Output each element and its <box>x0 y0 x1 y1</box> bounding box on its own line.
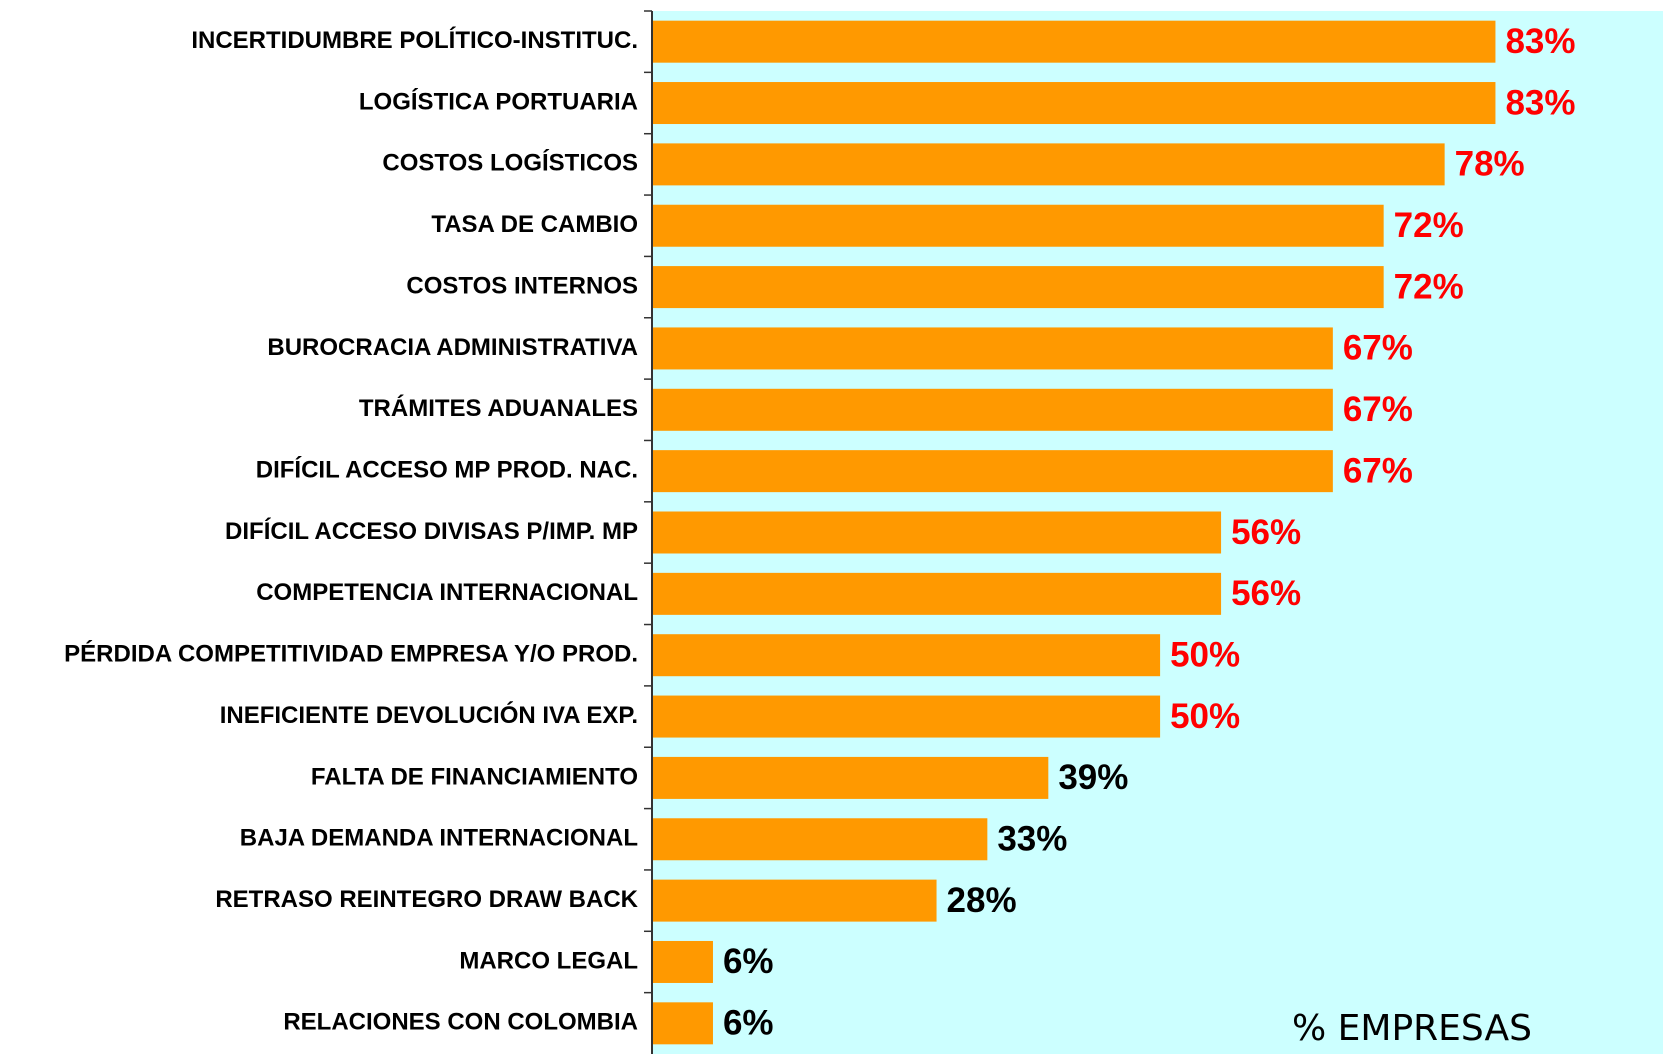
bar <box>652 450 1333 493</box>
bar <box>652 634 1161 677</box>
data-label: 50% <box>1170 635 1240 674</box>
bar <box>652 143 1445 186</box>
bar <box>652 204 1384 247</box>
y-tick-label: RETRASO REINTEGRO DRAW BACK <box>215 886 638 913</box>
y-tick-label: COMPETENCIA INTERNACIONAL <box>256 579 638 606</box>
y-tick-label: LOGÍSTICA PORTUARIA <box>359 87 638 115</box>
bar <box>652 818 988 861</box>
x-axis-label: % EMPRESAS <box>1292 1008 1532 1049</box>
data-label: 39% <box>1058 758 1128 797</box>
y-tick-label: COSTOS LOGÍSTICOS <box>382 149 638 177</box>
bar <box>652 388 1333 431</box>
bar <box>652 940 713 983</box>
data-label: 83% <box>1505 22 1575 61</box>
data-label: 67% <box>1343 329 1413 368</box>
y-tick-label: PÉRDIDA COMPETITIVIDAD EMPRESA Y/O PROD. <box>64 640 638 668</box>
bar <box>652 327 1333 370</box>
data-label: 6% <box>723 1004 774 1043</box>
y-tick-label: TRÁMITES ADUANALES <box>359 394 638 422</box>
data-label: 72% <box>1394 206 1464 245</box>
y-tick-label: MARCO LEGAL <box>459 947 638 974</box>
data-label: 56% <box>1231 574 1301 613</box>
bar <box>652 572 1222 615</box>
y-tick-label: DIFÍCIL ACCESO MP PROD. NAC. <box>256 455 638 483</box>
data-label: 33% <box>997 820 1067 859</box>
bar <box>652 756 1049 799</box>
bar <box>652 82 1496 125</box>
bar <box>652 1002 713 1045</box>
data-label: 83% <box>1505 83 1575 122</box>
y-tick-label: TASA DE CAMBIO <box>431 211 638 238</box>
bar <box>652 266 1384 309</box>
data-label: 78% <box>1455 145 1525 184</box>
y-tick-label: INEFICIENTE DEVOLUCIÓN IVA EXP. <box>220 701 638 729</box>
y-tick-label: BUROCRACIA ADMINISTRATIVA <box>267 334 638 361</box>
data-label: 67% <box>1343 390 1413 429</box>
data-label: 56% <box>1231 513 1301 552</box>
data-label: 72% <box>1394 267 1464 306</box>
y-tick-label: COSTOS INTERNOS <box>406 272 638 299</box>
data-label: 28% <box>947 881 1017 920</box>
data-label: 67% <box>1343 451 1413 490</box>
data-label: 6% <box>723 942 774 981</box>
y-tick-label: DIFÍCIL ACCESO DIVISAS P/IMP. MP <box>225 517 638 545</box>
y-tick-label: RELACIONES CON COLOMBIA <box>283 1009 638 1036</box>
bar <box>652 695 1161 738</box>
y-tick-label: BAJA DEMANDA INTERNACIONAL <box>240 825 638 852</box>
y-tick-label: INCERTIDUMBRE POLÍTICO-INSTITUC. <box>191 26 638 54</box>
bar <box>652 20 1496 63</box>
data-label: 50% <box>1170 697 1240 736</box>
bar <box>652 511 1222 554</box>
y-tick-label: FALTA DE FINANCIAMIENTO <box>311 763 638 790</box>
bar <box>652 879 937 922</box>
